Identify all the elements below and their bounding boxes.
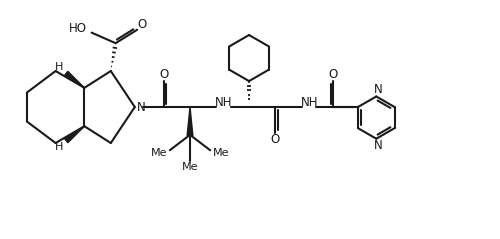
- Text: H: H: [56, 62, 64, 72]
- Text: Me: Me: [182, 163, 198, 173]
- Text: O: O: [271, 133, 280, 146]
- Text: N: N: [374, 139, 382, 152]
- Text: Me: Me: [151, 148, 168, 158]
- Polygon shape: [64, 126, 84, 143]
- Text: Me: Me: [212, 148, 229, 158]
- Text: HO: HO: [69, 22, 87, 35]
- Polygon shape: [187, 107, 193, 136]
- Text: O: O: [159, 68, 168, 81]
- Text: O: O: [138, 18, 146, 32]
- Text: H: H: [56, 142, 64, 152]
- Text: N: N: [137, 101, 146, 114]
- Text: N: N: [374, 83, 382, 96]
- Text: NH: NH: [301, 96, 318, 109]
- Text: NH: NH: [216, 96, 233, 109]
- Polygon shape: [64, 71, 84, 88]
- Text: O: O: [328, 68, 338, 81]
